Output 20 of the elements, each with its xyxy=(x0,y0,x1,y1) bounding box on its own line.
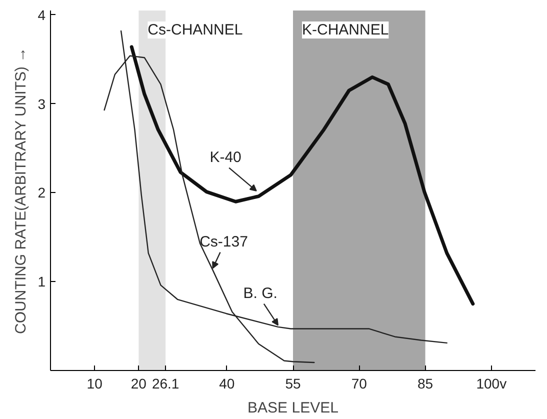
x-tick-label: 20 xyxy=(130,376,147,392)
annotation: B. G. xyxy=(243,285,278,302)
annotation: Cs-137 xyxy=(200,234,248,250)
band-label: Cs-CHANNEL xyxy=(148,22,243,38)
y-tick-label: 2 xyxy=(38,184,46,201)
y-tick-label: 1 xyxy=(38,274,46,290)
x-tick-label: 40 xyxy=(219,376,235,392)
y-tick-label: 3 xyxy=(38,96,46,112)
x-tick-label: 100v xyxy=(476,376,507,392)
x-tick-label: 10 xyxy=(86,376,103,392)
y-tick-label: 4 xyxy=(38,6,46,23)
x-tick-label: 70 xyxy=(351,376,368,392)
x-tick-label: 85 xyxy=(417,376,434,392)
x-tick-label: 55 xyxy=(285,376,301,392)
band-label: K-CHANNEL xyxy=(302,22,389,38)
line-series xyxy=(130,45,475,306)
x-axis-title: BASE LEVEL xyxy=(248,400,338,416)
y-axis-title: COUNTING RATE(ARBITRARY UNITS) → xyxy=(12,47,30,334)
x-tick-label: 26.1 xyxy=(152,376,180,392)
annotation: K-40 xyxy=(210,149,242,166)
